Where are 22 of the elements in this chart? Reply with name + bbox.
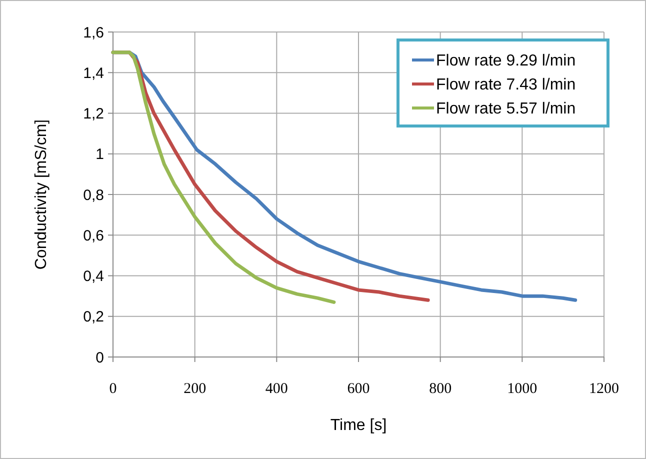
legend-label: Flow rate 5.57 l/min <box>436 100 576 118</box>
y-tick-label: 1,2 <box>83 106 104 122</box>
x-tick-label: 1200 <box>589 381 619 397</box>
x-tick-label: 800 <box>429 381 452 397</box>
legend-label: Flow rate 7.43 l/min <box>436 76 576 94</box>
y-tick-label: 1 <box>96 146 104 164</box>
x-tick-label: 1000 <box>507 381 538 397</box>
y-tick-label: 1,4 <box>83 64 104 82</box>
x-axis-title: Time [s] <box>330 417 387 434</box>
x-tick-label: 200 <box>184 381 206 397</box>
x-tick-label: 600 <box>347 381 370 397</box>
legend-label: Flow rate 9.29 l/min <box>436 52 576 70</box>
y-tick-label: 1,6 <box>83 24 104 42</box>
y-tick-label: 0,6 <box>83 227 104 244</box>
y-tick-label: 0,8 <box>83 186 104 204</box>
line-series <box>111 50 336 304</box>
y-tick-label: 0,4 <box>83 268 104 285</box>
y-tick-label: 0,2 <box>83 308 104 326</box>
x-tick-label: 0 <box>109 381 117 397</box>
y-axis-title: Conductivity [mS/cm] <box>33 119 50 270</box>
x-tick-label: 400 <box>265 381 288 397</box>
y-tick-label: 0 <box>96 349 104 366</box>
